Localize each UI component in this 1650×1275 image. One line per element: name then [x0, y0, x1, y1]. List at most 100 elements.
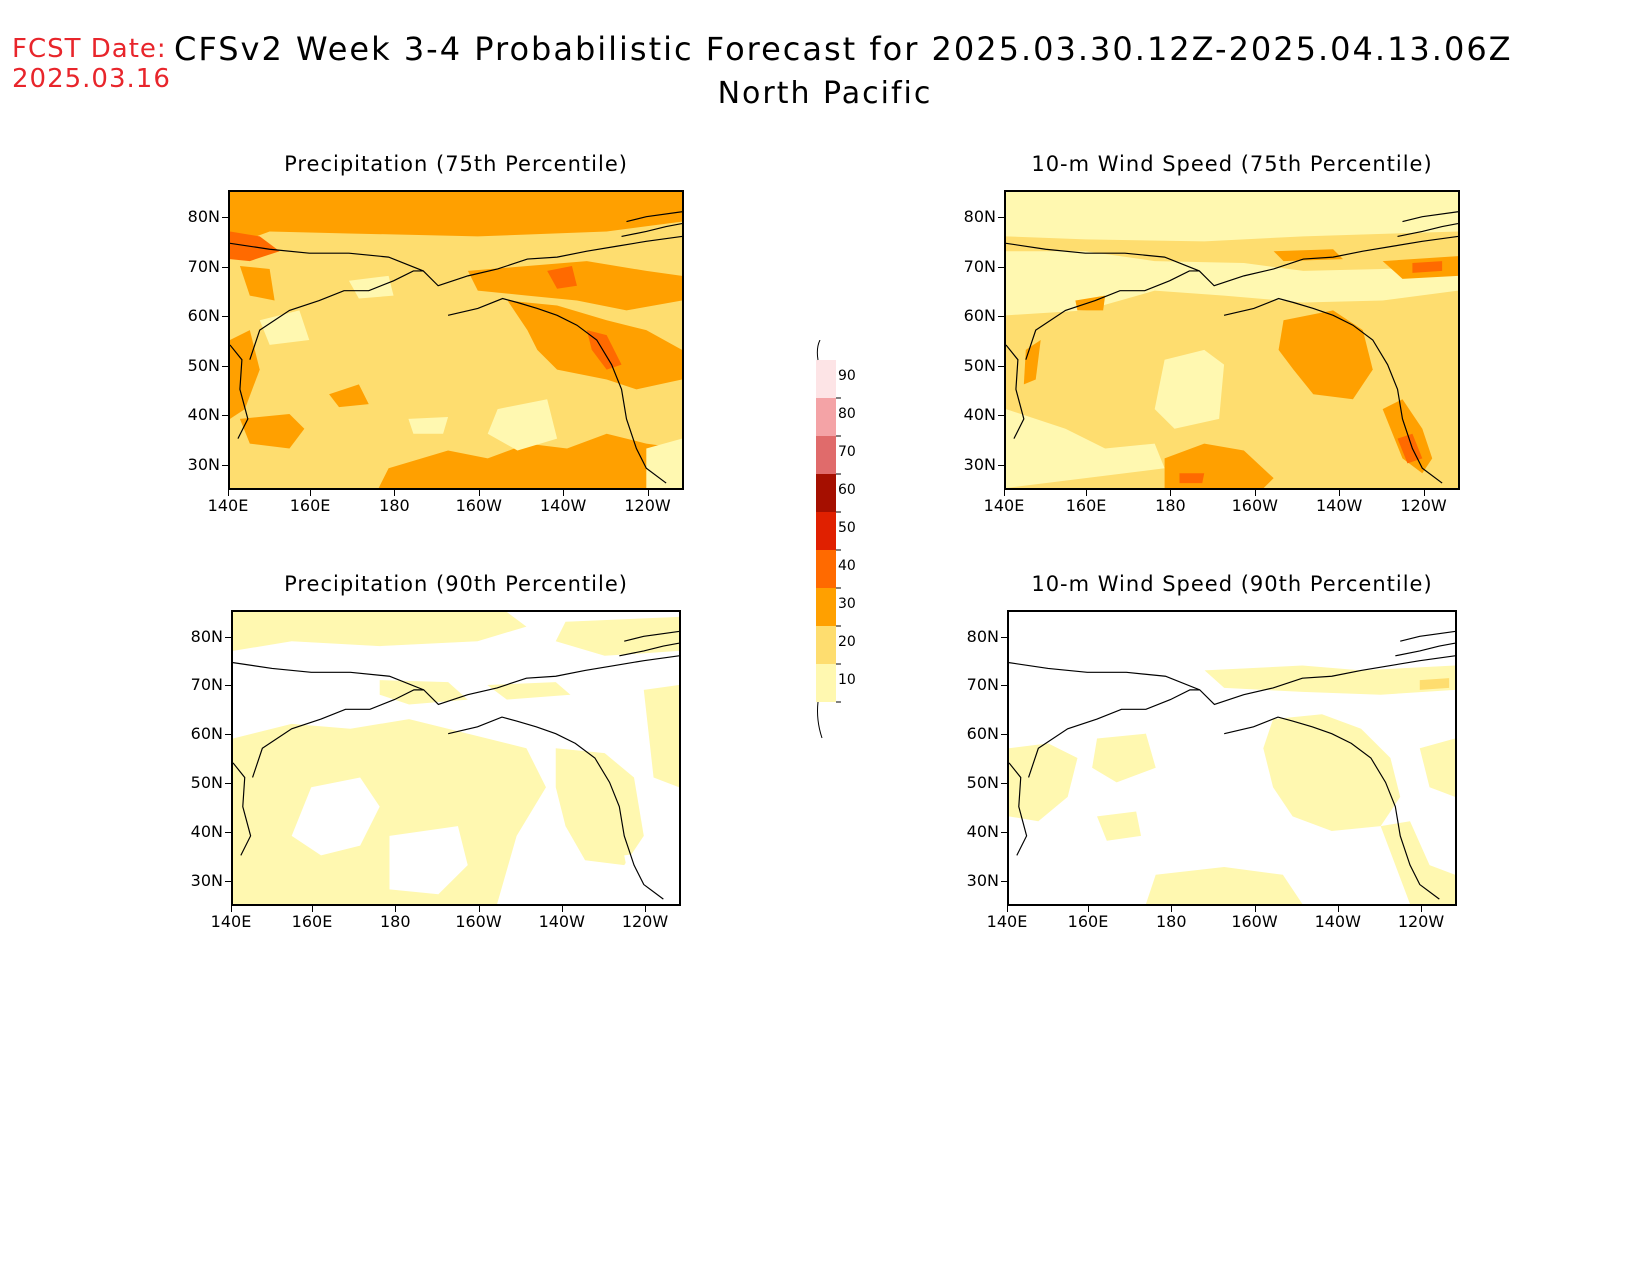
- map-precip90-fill: [233, 612, 679, 904]
- main-title: CFSv2 Week 3-4 Probabilistic Forecast fo…: [174, 30, 1513, 68]
- lat-label-precip75: 50N: [187, 355, 220, 375]
- lat-label-wind75: 40N: [963, 405, 996, 424]
- lat-label-precip90: 30N: [190, 870, 223, 890]
- lat-tick: [222, 365, 228, 367]
- map-precip75: [228, 190, 684, 490]
- lon-tick: [1004, 490, 1005, 496]
- colorbar-level-label: 20: [838, 634, 856, 650]
- lat-label-precip75: 40N: [187, 405, 220, 424]
- lon-label-wind75: 140W: [1315, 496, 1363, 515]
- lon-label-precip90: 160E: [291, 912, 333, 931]
- lon-tick: [478, 906, 480, 912]
- lon-label-precip75: 160W: [455, 496, 502, 515]
- lat-tick: [998, 365, 1004, 367]
- map-precip90: [231, 610, 681, 906]
- lon-tick: [1170, 490, 1172, 496]
- lat-tick: [998, 217, 1004, 218]
- lat-label-precip90: 50N: [190, 773, 223, 793]
- lat-tick: [225, 783, 231, 785]
- lat-label-wind90: 40N: [966, 822, 999, 841]
- lon-tick: [1421, 906, 1422, 912]
- lat-tick: [222, 415, 228, 416]
- panel-title-precip75: Precipitation (75th Percentile): [284, 152, 628, 176]
- lon-label-precip90: 160W: [455, 912, 502, 931]
- lat-label-precip90: 60N: [190, 724, 223, 744]
- colorbar-level-label: 50: [838, 520, 856, 536]
- lat-tick: [225, 734, 231, 736]
- fcst-date-label: FCST Date:: [12, 34, 167, 64]
- lat-label-wind90: 50N: [966, 773, 999, 793]
- colorbar-swatch: [816, 512, 836, 550]
- colorbar-level-label: 90: [838, 368, 856, 384]
- lon-label-precip75: 140W: [539, 496, 587, 515]
- lon-tick: [1086, 490, 1088, 496]
- lat-tick: [225, 880, 231, 882]
- lon-label-precip90: 140W: [538, 912, 585, 931]
- lat-tick: [1001, 636, 1007, 638]
- lat-tick: [998, 415, 1004, 416]
- colorbar-swatch: [816, 436, 836, 474]
- lon-tick: [312, 906, 313, 912]
- lon-tick: [395, 906, 397, 912]
- colorbar-level-label: 60: [838, 482, 856, 498]
- lon-tick: [478, 490, 480, 496]
- lat-tick: [998, 464, 1004, 466]
- lon-label-wind75: 120W: [1400, 496, 1447, 515]
- lat-tick: [998, 266, 1004, 268]
- lat-tick: [222, 316, 228, 317]
- lat-tick: [225, 685, 231, 687]
- map-wind75: [1004, 190, 1460, 490]
- colorbar-swatch: [816, 474, 836, 512]
- map-wind90: [1007, 610, 1457, 906]
- lat-tick: [222, 464, 228, 466]
- lon-tick: [561, 906, 563, 912]
- lon-tick: [1254, 906, 1256, 912]
- lon-label-wind90: 140W: [1314, 912, 1361, 931]
- colorbar-swatch: [816, 550, 836, 588]
- lat-label-wind90: 70N: [966, 675, 999, 695]
- lon-label-precip75: 140E: [207, 496, 249, 515]
- colorbar: [816, 340, 841, 739]
- lat-tick: [1001, 832, 1007, 833]
- lat-tick: [1001, 783, 1007, 785]
- lat-label-wind75: 80N: [963, 207, 996, 226]
- lat-tick: [222, 217, 228, 218]
- lat-label-precip75: 30N: [187, 454, 220, 474]
- lon-tick: [1171, 906, 1173, 912]
- lon-label-precip75: 180: [379, 496, 410, 515]
- region-subtitle: North Pacific: [717, 76, 933, 111]
- colorbar-level-label: 40: [838, 558, 856, 574]
- lat-tick: [225, 636, 231, 638]
- lat-tick: [1001, 880, 1007, 882]
- colorbar-swatch: [816, 588, 836, 626]
- lon-label-precip75: 120W: [624, 496, 671, 515]
- lon-tick: [231, 906, 232, 912]
- lon-tick: [1423, 490, 1425, 496]
- lon-label-wind75: 140E: [983, 496, 1025, 515]
- lon-label-wind90: 160W: [1231, 912, 1278, 931]
- lat-label-precip90: 40N: [190, 822, 223, 841]
- colorbar-level-label: 30: [838, 596, 856, 612]
- map-wind90-fill: [1009, 612, 1455, 904]
- lat-tick: [1001, 734, 1007, 736]
- lon-label-wind90: 140E: [986, 912, 1028, 931]
- lat-label-precip75: 60N: [187, 306, 220, 325]
- fcst-date-value: 2025.03.16: [12, 64, 171, 94]
- lon-tick: [1337, 906, 1339, 912]
- lat-label-wind75: 70N: [963, 256, 996, 276]
- lat-tick: [1001, 685, 1007, 687]
- lat-label-wind90: 60N: [966, 724, 999, 744]
- lat-tick: [998, 316, 1004, 317]
- lon-label-precip90: 140E: [210, 912, 252, 931]
- colorbar-swatch: [816, 360, 836, 398]
- lon-tick: [310, 490, 312, 496]
- map-precip75-fill: [230, 192, 682, 488]
- lon-label-precip75: 160E: [289, 496, 331, 515]
- lon-label-wind90: 160E: [1067, 912, 1109, 931]
- lon-label-precip90: 120W: [621, 912, 669, 931]
- lon-label-wind90: 180: [1155, 912, 1187, 931]
- lon-label-wind75: 160E: [1065, 496, 1107, 515]
- lat-label-wind90: 30N: [966, 870, 999, 890]
- panel-title-precip90: Precipitation (90th Percentile): [284, 572, 628, 596]
- colorbar-level-label: 10: [838, 672, 856, 688]
